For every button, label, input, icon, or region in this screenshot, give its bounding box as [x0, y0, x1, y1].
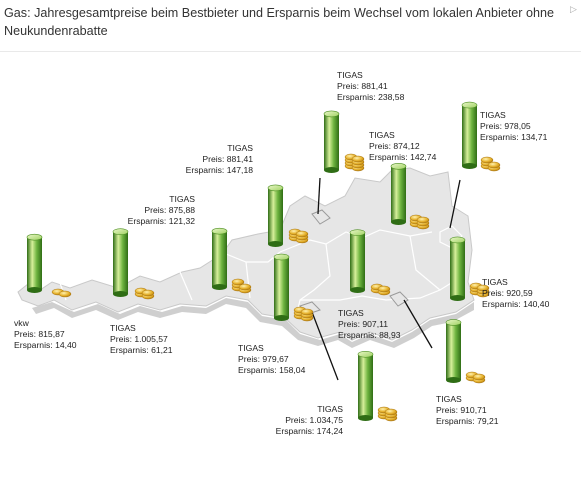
- region-supplier-label: TIGAS: [337, 70, 363, 80]
- savings-coin: [238, 283, 252, 291]
- price-cylinder-base: [350, 287, 365, 293]
- savings-coin: [472, 373, 486, 381]
- price-cylinder-top: [390, 162, 407, 170]
- callout-line-graz: [403, 299, 433, 349]
- region-price-label: Preis: 815,87: [14, 329, 65, 339]
- price-cylinder-top: [357, 350, 374, 358]
- region-savings-label: Ersparnis: 238,58: [337, 92, 405, 102]
- price-cylinder-base: [268, 241, 283, 247]
- region-supplier-label: TIGAS: [482, 277, 508, 287]
- savings-coin: [351, 155, 365, 163]
- region-supplier-label: TIGAS: [369, 130, 395, 140]
- region-savings-label: Ersparnis: 134,71: [480, 132, 548, 142]
- price-cylinder: [350, 232, 365, 290]
- price-cylinder-top: [267, 184, 284, 192]
- price-cylinder-base: [450, 295, 465, 301]
- callout-line-salzburg: [317, 177, 321, 215]
- region-supplier-label: TIGAS: [338, 308, 364, 318]
- savings-coin: [416, 216, 430, 224]
- price-cylinder-base: [27, 287, 42, 293]
- region-savings-label: Ersparnis: 88,93: [338, 330, 401, 340]
- region-price-label: Preis: 920,59: [482, 288, 533, 298]
- region-supplier-label: TIGAS: [436, 394, 462, 404]
- savings-coin: [384, 408, 398, 416]
- region-price-label: Preis: 907,11: [338, 319, 388, 329]
- price-cylinder: [212, 231, 227, 287]
- savings-coins: [51, 153, 501, 422]
- chart-title: Gas: Jahresgesamtpreise beim Bestbieter …: [4, 4, 564, 40]
- price-cylinders: [26, 101, 478, 421]
- region-price-label: Preis: 979,67: [238, 354, 289, 364]
- region-savings-label: Ersparnis: 158,04: [238, 365, 306, 375]
- price-cylinder-base: [324, 167, 339, 173]
- savings-coin: [141, 289, 155, 297]
- price-cylinder: [462, 105, 477, 166]
- callout-line-klagenfurt: [311, 311, 339, 381]
- price-cylinder-base: [391, 219, 406, 225]
- region-price-label: Preis: 875,88: [144, 205, 195, 215]
- price-cylinder: [450, 239, 465, 298]
- callout-lines: [311, 177, 461, 381]
- savings-coin: [377, 285, 391, 293]
- arrow-right-icon[interactable]: ▷: [570, 4, 577, 14]
- price-cylinder-base: [113, 291, 128, 297]
- region-price-label: Preis: 910,71: [436, 405, 487, 415]
- region-savings-label: Ersparnis: 14,40: [14, 340, 77, 350]
- region-savings-label: Ersparnis: 61,21: [110, 345, 173, 355]
- price-cylinder: [324, 113, 339, 170]
- region-price-label: Preis: 874,12: [369, 141, 420, 151]
- savings-coin: [480, 156, 494, 164]
- savings-coin: [487, 161, 501, 169]
- price-cylinder: [113, 231, 128, 294]
- price-cylinder-base: [462, 163, 477, 169]
- savings-coin: [300, 308, 314, 316]
- price-cylinder: [446, 322, 461, 380]
- region-price-label: Preis: 881,41: [202, 154, 253, 164]
- price-cylinder: [268, 187, 283, 244]
- price-cylinder-top: [26, 233, 43, 241]
- region-price-label: Preis: 1.005,57: [110, 334, 168, 344]
- price-cylinder: [274, 257, 289, 318]
- chart-title-text: Gas: Jahresgesamtpreise beim Bestbieter …: [4, 6, 554, 38]
- region-supplier-label: TIGAS: [317, 404, 343, 414]
- region-price-label: Preis: 1.034,75: [285, 415, 343, 425]
- savings-coin: [231, 278, 245, 286]
- region-savings-label: Ersparnis: 142,74: [369, 152, 437, 162]
- price-cylinder-top: [449, 236, 466, 244]
- region-supplier-label: TIGAS: [169, 194, 195, 204]
- region-savings-label: Ersparnis: 121,32: [128, 216, 196, 226]
- savings-coin: [476, 284, 490, 292]
- price-cylinder-top: [112, 228, 129, 236]
- region-savings-label: Ersparnis: 147,18: [186, 165, 254, 175]
- price-cylinder: [358, 354, 373, 418]
- price-cylinder-base: [212, 284, 227, 290]
- region-savings-label: Ersparnis: 79,21: [436, 416, 499, 426]
- region-savings-label: Ersparnis: 174,24: [276, 426, 344, 436]
- price-cylinder-top: [461, 101, 478, 109]
- savings-coin: [295, 230, 309, 238]
- region-savings-label: Ersparnis: 140,40: [482, 299, 550, 309]
- price-cylinder-base: [358, 415, 373, 421]
- price-cylinder-top: [211, 227, 228, 235]
- region-supplier-label: TIGAS: [227, 143, 253, 153]
- region-supplier-label: TIGAS: [110, 323, 136, 333]
- price-cylinder-top: [349, 229, 366, 236]
- price-cylinder: [27, 237, 42, 290]
- region-supplier-label: TIGAS: [238, 343, 264, 353]
- price-cylinder: [391, 166, 406, 222]
- savings-coin: [58, 290, 72, 298]
- price-cylinder-base: [274, 315, 289, 321]
- price-cylinder-top: [323, 110, 340, 118]
- region-price-label: Preis: 978,05: [480, 121, 531, 131]
- title-divider: [0, 51, 581, 52]
- price-cylinder-top: [273, 253, 290, 261]
- region-supplier-label: vkw: [14, 318, 30, 328]
- callout-line-vienna: [449, 179, 461, 229]
- region-supplier-label: TIGAS: [480, 110, 506, 120]
- region-price-label: Preis: 881,41: [337, 81, 388, 91]
- price-cylinder-top: [445, 319, 462, 326]
- price-cylinder-base: [446, 377, 461, 383]
